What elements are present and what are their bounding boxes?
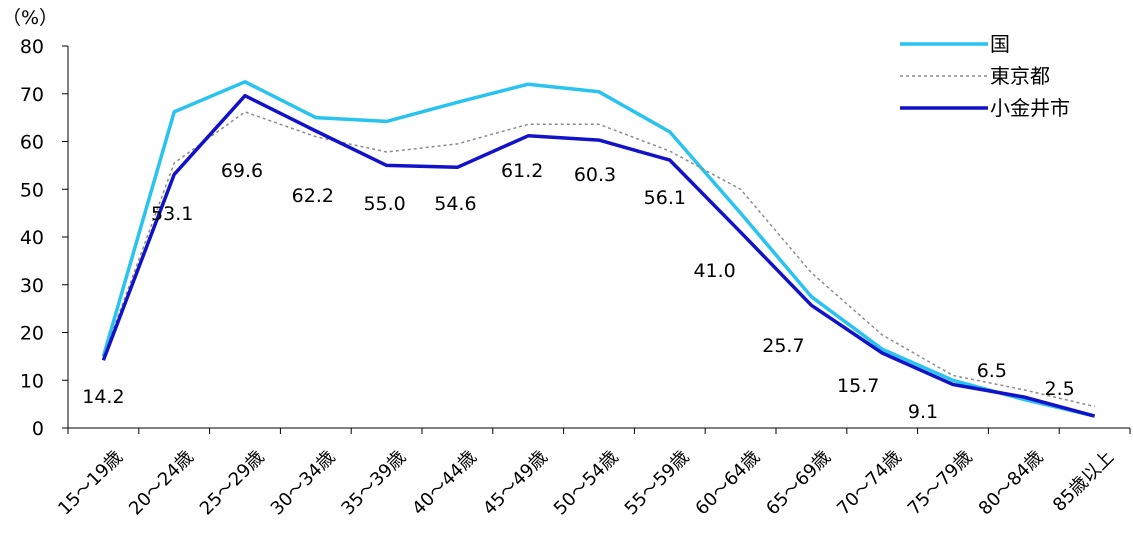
data-label: 15.7 — [837, 375, 879, 397]
y-tick-label: 0 — [32, 418, 44, 440]
x-tick-label: 15～19歳 — [54, 447, 127, 520]
data-label: 2.5 — [1044, 378, 1074, 400]
data-label: 14.2 — [82, 386, 124, 408]
data-label: 53.1 — [151, 203, 193, 225]
y-tick-label: 30 — [20, 275, 44, 297]
x-tick-label: 60～64歳 — [691, 447, 764, 520]
legend-label: 東京都 — [990, 64, 1050, 88]
x-tick-label: 70～74歳 — [833, 447, 906, 520]
legend-label: 国 — [990, 32, 1010, 56]
data-label: 25.7 — [762, 335, 804, 357]
x-tick-label: 35～39歳 — [337, 447, 410, 520]
series-lines — [101, 80, 1096, 418]
x-tick-label: 55～59歳 — [621, 447, 694, 520]
y-axis-unit-label: （%） — [2, 7, 58, 29]
data-label: 6.5 — [977, 360, 1007, 382]
series-line-1 — [102, 111, 1095, 408]
x-tick-label: 65～69歳 — [762, 447, 835, 520]
y-tick-label: 20 — [20, 323, 44, 345]
data-label: 9.1 — [908, 401, 938, 423]
series-line-0 — [101, 80, 1096, 418]
y-tick-label: 60 — [20, 132, 44, 154]
legend-label: 小金井市 — [990, 96, 1070, 120]
data-labels: 14.2 53.1 69.6 62.2 55.0 54.6 61.2 60.3 56.1 41.0… — [82, 160, 1074, 423]
y-tick-label: 40 — [20, 227, 44, 249]
x-tick-label: 50～54歳 — [550, 447, 623, 520]
x-tick-label: 25～29歳 — [196, 447, 269, 520]
data-label: 69.6 — [221, 160, 263, 182]
axes — [67, 46, 1130, 429]
y-tick-label: 10 — [20, 370, 44, 392]
x-tick-label: 80～84歳 — [975, 447, 1048, 520]
data-label: 54.6 — [434, 193, 476, 215]
x-axis-ticks: 15～19歳20～24歳25～29歳30～34歳35～39歳40～44歳45～4… — [54, 428, 1131, 520]
data-label: 61.2 — [501, 160, 543, 182]
data-label: 55.0 — [363, 193, 405, 215]
x-tick-label: 20～24歳 — [125, 447, 198, 520]
x-tick-label: 45～49歳 — [479, 447, 552, 520]
data-label: 41.0 — [693, 260, 735, 282]
x-tick-label: 30～34歳 — [267, 447, 340, 520]
y-tick-label: 80 — [20, 36, 44, 58]
y-axis-ticks: 0 10 20 30 40 50 60 70 80 — [20, 36, 68, 440]
series-line-2 — [101, 93, 1096, 418]
x-tick-label: 75～79歳 — [904, 447, 977, 520]
y-tick-label: 70 — [20, 84, 44, 106]
x-tick-label: 40～44歳 — [408, 447, 481, 520]
data-label: 56.1 — [644, 187, 686, 209]
data-label: 62.2 — [292, 185, 334, 207]
x-tick-label: 85歳以上 — [1049, 447, 1118, 516]
data-label: 60.3 — [574, 164, 616, 186]
y-tick-label: 50 — [20, 179, 44, 201]
